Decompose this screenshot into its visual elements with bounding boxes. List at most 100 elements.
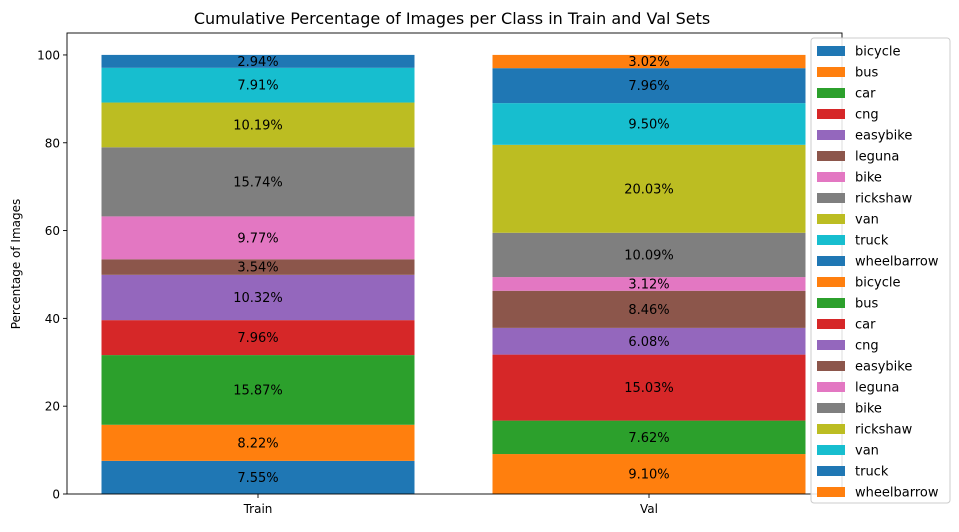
- data-label: 9.77%: [237, 231, 278, 246]
- y-tick-label: 20: [45, 400, 60, 414]
- bar-segment-val-8: [492, 103, 806, 145]
- data-label: 7.55%: [237, 471, 278, 486]
- legend-label: bicycle: [855, 276, 900, 291]
- bar-segment-train-6: [101, 216, 415, 260]
- legend-swatch: [817, 424, 845, 434]
- bar-segment-train-9: [101, 67, 415, 103]
- legend-swatch: [817, 466, 845, 476]
- data-label: 3.12%: [628, 277, 669, 292]
- legend-swatch: [817, 88, 845, 98]
- data-label: 9.10%: [628, 468, 669, 483]
- bar-segment-val-2: [492, 354, 806, 421]
- legend-swatch: [817, 445, 845, 455]
- legend-swatch: [817, 172, 845, 182]
- legend-label: cng: [855, 339, 879, 354]
- legend-label: truck: [855, 465, 889, 480]
- legend-box: [810, 37, 951, 504]
- data-label: 15.74%: [233, 175, 283, 190]
- bar-segment-val-5: [492, 277, 806, 291]
- legend-label: rickshaw: [855, 423, 913, 438]
- legend-swatch: [817, 109, 845, 119]
- data-label: 2.94%: [237, 55, 278, 70]
- x-tick-label: Val: [640, 502, 658, 516]
- legend-swatch: [817, 67, 845, 77]
- legend-swatch: [817, 340, 845, 350]
- legend-swatch: [817, 319, 845, 329]
- legend-swatch: [817, 46, 845, 56]
- y-tick-label: 60: [45, 224, 60, 238]
- data-label: 6.08%: [628, 335, 669, 350]
- legend-label: easybike: [855, 129, 912, 144]
- data-label: 10.19%: [233, 118, 283, 133]
- legend-label: easybike: [855, 360, 912, 375]
- bar-segment-train-10: [101, 54, 415, 68]
- bar-segment-train-4: [101, 274, 415, 321]
- legend-label: rickshaw: [855, 192, 913, 207]
- legend-swatch: [817, 193, 845, 203]
- bar-segment-val-1: [492, 420, 806, 455]
- legend-swatch: [817, 151, 845, 161]
- data-label: 3.02%: [628, 55, 669, 70]
- legend-label: wheelbarrow: [855, 255, 939, 270]
- legend-label: bike: [855, 402, 882, 417]
- bar-segment-train-5: [101, 259, 415, 275]
- data-label: 7.91%: [237, 79, 278, 94]
- data-label: 9.50%: [628, 117, 669, 132]
- chart-title: Cumulative Percentage of Images per Clas…: [194, 9, 710, 28]
- legend-swatch: [817, 256, 845, 266]
- data-label: 7.96%: [628, 79, 669, 94]
- legend-swatch: [817, 298, 845, 308]
- data-label: 7.96%: [237, 331, 278, 346]
- legend-label: car: [855, 318, 876, 333]
- bar-segment-val-0: [492, 454, 806, 494]
- legend-swatch: [817, 382, 845, 392]
- legend-label: bike: [855, 171, 882, 186]
- x-tick-label: Train: [243, 502, 273, 516]
- data-label: 10.32%: [233, 291, 283, 306]
- bar-segment-train-3: [101, 320, 415, 356]
- bar-segment-val-3: [492, 327, 806, 355]
- legend-label: leguna: [855, 381, 899, 396]
- legend: bicycle bus car cng easybike leguna bike ricksh…: [810, 37, 951, 504]
- data-label: 20.03%: [624, 182, 674, 197]
- legend-label: leguna: [855, 150, 899, 165]
- bar-segment-val-10: [492, 54, 806, 69]
- legend-swatch: [817, 277, 845, 287]
- legend-swatch: [817, 403, 845, 413]
- y-tick-label: 40: [45, 312, 60, 326]
- legend-swatch: [817, 235, 845, 245]
- data-label: 7.62%: [628, 431, 669, 446]
- data-label: 3.54%: [237, 261, 278, 276]
- legend-label: car: [855, 87, 876, 102]
- legend-swatch: [817, 130, 845, 140]
- bar-segment-train-8: [101, 102, 415, 148]
- legend-swatch: [817, 361, 845, 371]
- data-label: 15.87%: [233, 383, 283, 398]
- bar-segment-train-0: [101, 460, 415, 494]
- y-tick-label: 0: [52, 488, 60, 502]
- data-label: 15.03%: [624, 381, 674, 396]
- legend-swatch: [817, 214, 845, 224]
- data-label: 8.22%: [237, 436, 278, 451]
- legend-label: truck: [855, 234, 889, 249]
- legend-label: cng: [855, 108, 879, 123]
- legend-label: bus: [855, 66, 878, 81]
- y-axis-label: Percentage of Images: [9, 199, 23, 330]
- data-label: 8.46%: [628, 303, 669, 318]
- bar-segment-train-2: [101, 355, 415, 425]
- bar-segment-val-9: [492, 68, 806, 104]
- legend-swatch: [817, 487, 845, 497]
- bar-segment-val-7: [492, 144, 806, 233]
- y-tick-label: 80: [45, 136, 60, 150]
- legend-label: bicycle: [855, 45, 900, 60]
- data-label: 10.09%: [624, 248, 674, 263]
- bar-segment-val-6: [492, 232, 806, 278]
- legend-label: van: [855, 213, 879, 228]
- bars-layer: 7.55% 8.22% 15.87% 7.96% 10.32% 3.54% 9.77% 15.…: [101, 54, 806, 494]
- legend-label: van: [855, 444, 879, 459]
- y-tick-label: 100: [37, 48, 60, 62]
- bar-segment-train-7: [101, 147, 415, 217]
- bar-segment-train-1: [101, 424, 415, 461]
